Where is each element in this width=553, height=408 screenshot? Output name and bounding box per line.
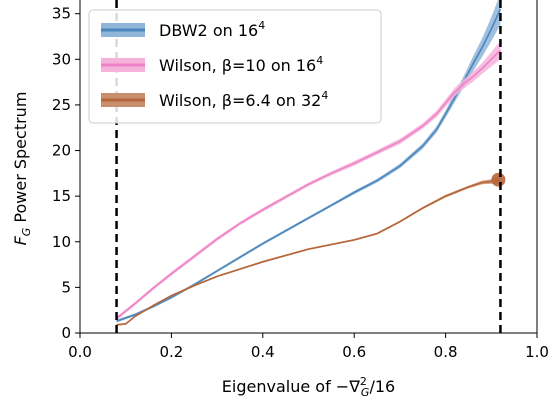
series-line-3 bbox=[116, 178, 501, 326]
legend-label-3: Wilson, β=6.4 on 324 bbox=[159, 89, 328, 110]
legend: DBW2 on 164 Wilson, β=10 on 164 Wilson, β=… bbox=[88, 9, 382, 124]
x-tick-label: 0.8 bbox=[434, 343, 458, 361]
y-tick-label: 5 bbox=[61, 278, 71, 296]
y-tick-label: 10 bbox=[52, 233, 71, 251]
x-axis-label: Eigenvalue of −∇2 G/16 bbox=[222, 375, 395, 399]
y-tick-label: 30 bbox=[52, 50, 71, 68]
y-tick-label: 20 bbox=[52, 142, 71, 160]
y-tick-label: 15 bbox=[52, 187, 71, 205]
x-tick-label: 0.0 bbox=[68, 343, 92, 361]
legend-label-2: Wilson, β=10 on 164 bbox=[159, 54, 323, 75]
series-end-marker-3 bbox=[491, 172, 506, 187]
series-band-3 bbox=[116, 174, 501, 326]
y-tick-label: 25 bbox=[52, 96, 71, 114]
x-tick-label: 0.2 bbox=[159, 343, 183, 361]
x-tick-label: 0.4 bbox=[251, 343, 275, 361]
y-axis-label: FG Power Spectrum bbox=[11, 92, 33, 246]
legend-box bbox=[88, 9, 382, 124]
series-line-2 bbox=[116, 49, 501, 320]
legend-label-1: DBW2 on 164 bbox=[159, 19, 265, 40]
y-tick-label: 0 bbox=[61, 324, 71, 342]
axes: 0.0 0.2 0.4 0.6 0.8 1.0 0 5 10 15 20 25 30 35 Eigenval… bbox=[11, 0, 549, 399]
y-tick-label: 35 bbox=[52, 5, 71, 23]
x-tick-label: 0.6 bbox=[342, 343, 366, 361]
x-tick-label: 1.0 bbox=[525, 343, 549, 361]
